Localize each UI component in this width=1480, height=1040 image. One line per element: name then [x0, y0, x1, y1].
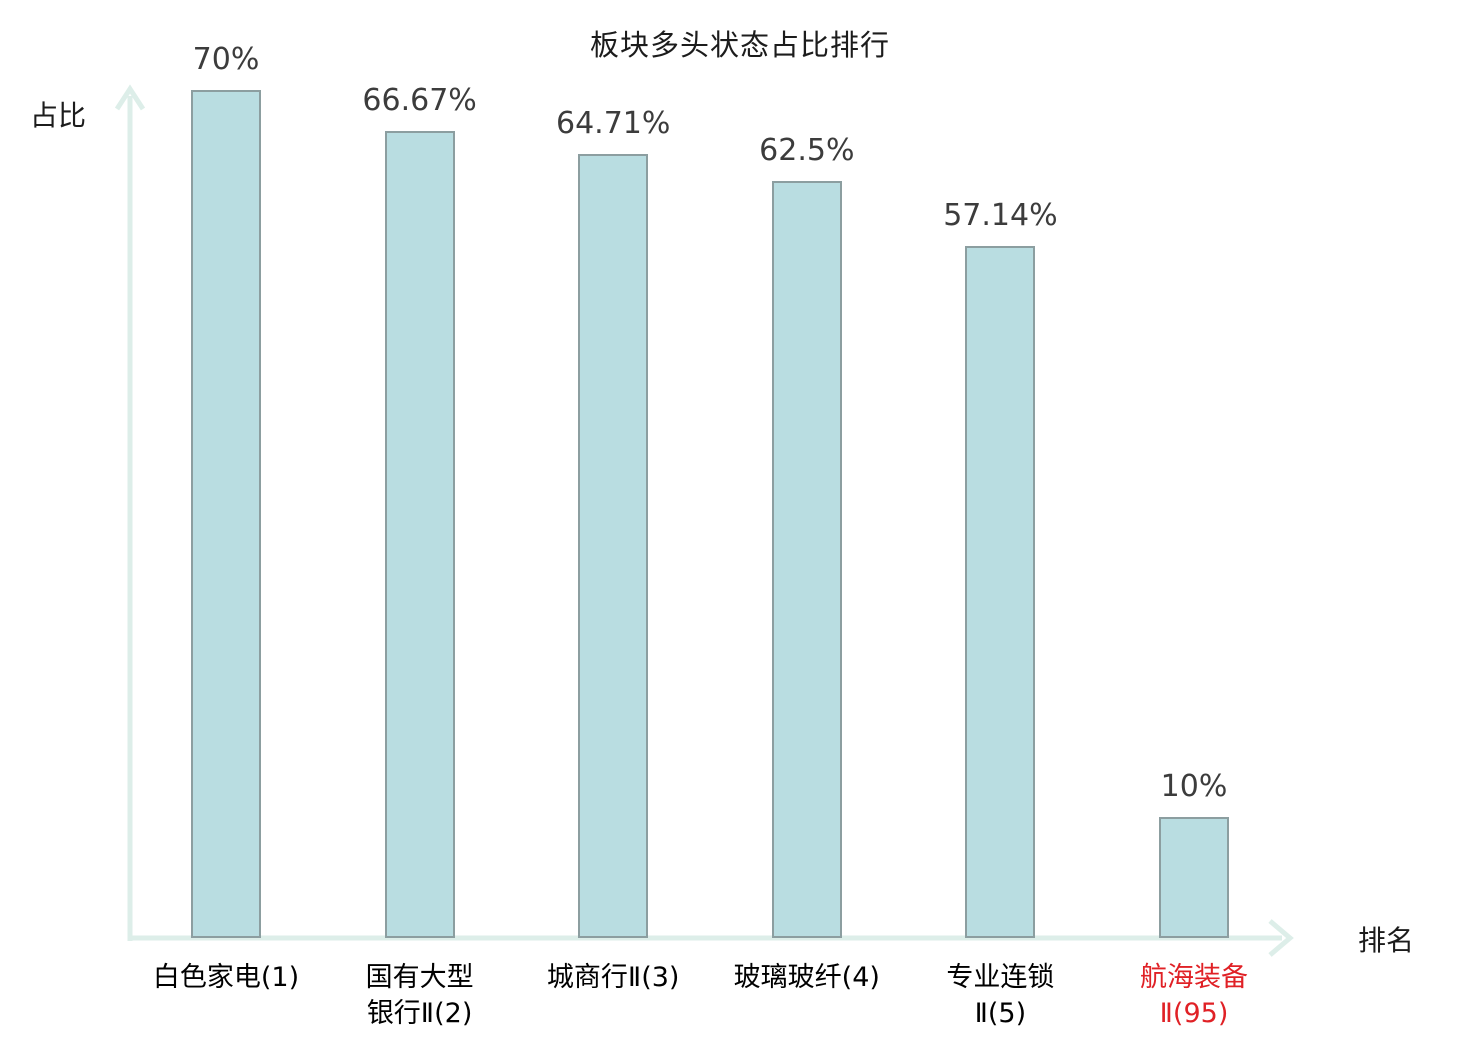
bar	[771, 181, 842, 938]
bar-category-label: 专业连锁 Ⅱ(5)	[946, 962, 1055, 1029]
bar-category-label: 城商行Ⅱ(3)	[546, 962, 680, 993]
chart-title: 板块多头状态占比排行	[589, 28, 890, 62]
bar-value-label: 66.67%	[362, 83, 477, 118]
y-axis-arrow-icon	[114, 84, 146, 111]
bar-value-label: 57.14%	[943, 198, 1058, 233]
bar-category-label: 航海装备 Ⅱ(95)	[1140, 962, 1248, 1029]
y-axis-label: 占比	[30, 99, 87, 132]
x-axis-arrow-icon	[1268, 919, 1294, 957]
bar-category-label: 白色家电(1)	[152, 962, 300, 993]
bar-value-label: 62.5%	[759, 133, 855, 168]
x-axis-label: 排名	[1358, 924, 1415, 957]
bar-category-label: 玻璃玻纤(4)	[733, 962, 880, 993]
bar	[578, 154, 649, 938]
bar	[191, 90, 261, 938]
bar-value-label: 10%	[1160, 769, 1228, 804]
bar	[1159, 817, 1229, 938]
bar-value-label: 70%	[192, 42, 260, 77]
bar-category-label: 国有大型 银行Ⅱ(2)	[365, 962, 474, 1029]
bar	[384, 131, 455, 938]
bar	[965, 246, 1036, 938]
bar-value-label: 64.71%	[555, 106, 671, 141]
